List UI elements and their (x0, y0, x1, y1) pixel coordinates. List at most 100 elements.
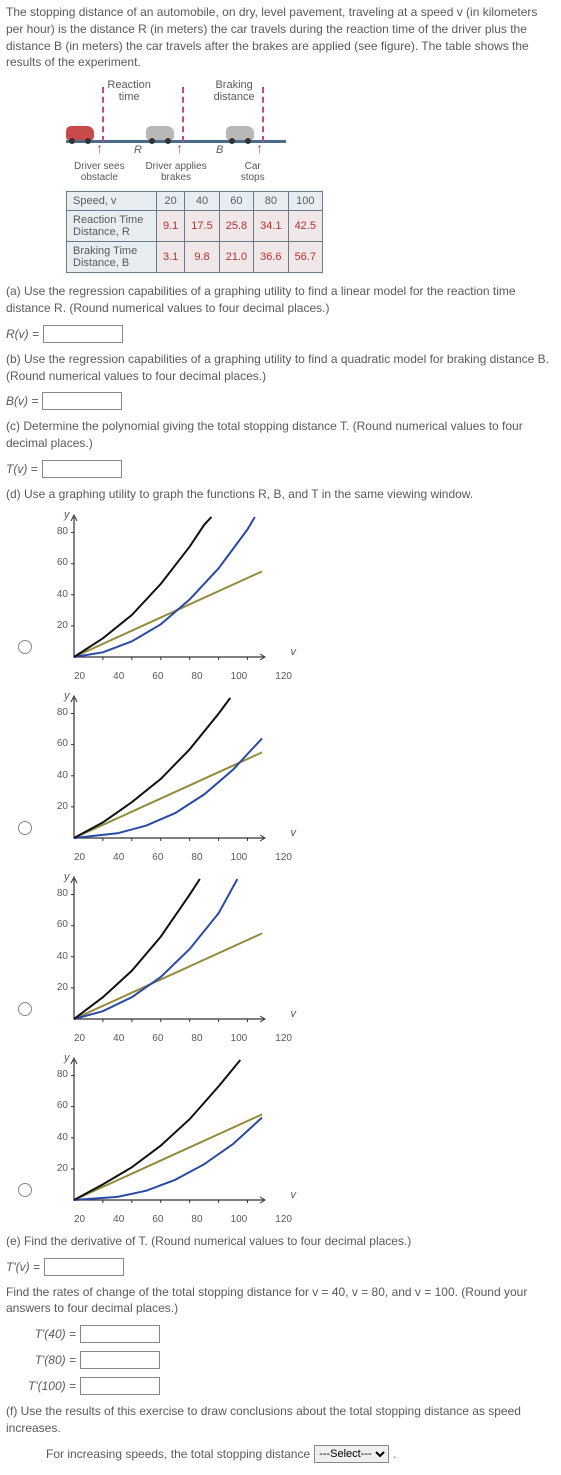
graph-option-2: yv2040608020406080100120 (46, 692, 296, 863)
x-axis-label: v (291, 646, 297, 658)
part-f-select[interactable]: ---Select--- (314, 1445, 389, 1463)
part-f-sentence-post: . (393, 1447, 396, 1461)
plot-svg (46, 692, 266, 852)
part-c-input[interactable] (42, 460, 122, 478)
xtick-label: 60 (152, 1033, 163, 1044)
car-icon (146, 126, 174, 140)
graph-radio-2[interactable] (18, 821, 32, 835)
rates-text: Find the rates of change of the total st… (6, 1284, 555, 1318)
row-header-speed: Speed, v (67, 192, 157, 211)
xtick-label: 120 (275, 852, 292, 863)
xtick-label: 60 (152, 671, 163, 682)
ytick-label: 40 (50, 589, 68, 600)
plot-svg (46, 511, 266, 671)
xtick-label: 100 (231, 852, 248, 863)
xtick-label: 100 (231, 1214, 248, 1225)
xtick-label: 120 (275, 671, 292, 682)
ytick-label: 80 (50, 707, 68, 718)
plot-svg (46, 1054, 266, 1214)
xtick-row: 20 40 60 80 100 120 (74, 1033, 292, 1044)
y-axis-label: y (64, 871, 70, 883)
xtick-label: 40 (113, 671, 124, 682)
ytick-label: 20 (50, 1163, 68, 1174)
data-table: Speed, v 20406080100 Reaction Time Dista… (66, 191, 323, 273)
part-a-lhs: R(v) = (6, 327, 39, 341)
up-arrow-icon: ↑ (96, 140, 103, 156)
graph-radio-4[interactable] (18, 1183, 32, 1197)
part-f-text: (f) Use the results of this exercise to … (6, 1403, 555, 1437)
table-row: Reaction Time Distance, R 9.117.525.834.… (67, 211, 323, 242)
part-d-text: (d) Use a graphing utility to graph the … (6, 486, 555, 503)
up-arrow-icon: ↑ (176, 140, 183, 156)
part-b-lhs: B(v) = (6, 394, 38, 408)
xtick-label: 80 (191, 852, 202, 863)
ytick-label: 60 (50, 1100, 68, 1111)
xtick-label: 20 (74, 671, 85, 682)
graph-radio-3[interactable] (18, 1002, 32, 1016)
graph-grid: y v 20 40 60 80 20 40 60 80 100 120 y v 20 40 60 80 20 40 60… (46, 511, 555, 1225)
ytick-label: 60 (50, 919, 68, 930)
part-b-input[interactable] (42, 392, 122, 410)
ytick-label: 40 (50, 770, 68, 781)
part-c-text: (c) Determine the polynomial giving the … (6, 418, 555, 452)
ytick-label: 60 (50, 557, 68, 568)
ytick-label: 40 (50, 1132, 68, 1143)
rate-40-input[interactable] (80, 1325, 160, 1343)
rate-40-lhs: T'(40) = (16, 1327, 76, 1341)
xtick-row: 20406080100120 (74, 852, 292, 863)
car-icon (66, 126, 94, 140)
xtick-row: 20406080100120 (74, 1214, 292, 1225)
diagram-caption-1: Driver sees obstacle (66, 161, 133, 183)
diagram-top-right: Braking distance (214, 79, 255, 103)
ytick-label: 60 (50, 738, 68, 749)
ytick-label: 40 (50, 951, 68, 962)
y-axis-label: y (64, 509, 70, 521)
xtick-label: 40 (113, 1033, 124, 1044)
diagram-r-label: R (134, 144, 142, 156)
xtick-label: 40 (113, 852, 124, 863)
xtick-label: 20 (74, 1033, 85, 1044)
diagram-top-left: Reaction time (107, 79, 150, 103)
rate-100-lhs: T'(100) = (16, 1379, 76, 1393)
xtick-label: 100 (231, 1033, 248, 1044)
x-axis-label: v (291, 1008, 297, 1020)
diagram-caption-2: Driver applies brakes (143, 161, 210, 183)
plot-svg (46, 873, 266, 1033)
rate-80-input[interactable] (80, 1351, 160, 1369)
ytick-label: 20 (50, 982, 68, 993)
ytick-label: 80 (50, 1069, 68, 1080)
graph-option-1: yv2040608020406080100120 (46, 511, 296, 682)
xtick-label: 20 (74, 1214, 85, 1225)
table-row: Speed, v 20406080100 (67, 192, 323, 211)
xtick-label: 60 (152, 1214, 163, 1225)
y-axis-label: y (64, 690, 70, 702)
part-a-input[interactable] (43, 325, 123, 343)
xtick-row: 20406080100120 (74, 671, 292, 682)
xtick-label: 20 (74, 852, 85, 863)
rate-100-input[interactable] (80, 1377, 160, 1395)
xtick-label: 40 (113, 1214, 124, 1225)
part-e-text: (e) Find the derivative of T. (Round num… (6, 1233, 555, 1250)
ytick-label: 20 (50, 801, 68, 812)
row-header-braking: Braking Time Distance, B (67, 242, 157, 273)
part-a-text: (a) Use the regression capabilities of a… (6, 283, 555, 317)
part-c-lhs: T(v) = (6, 462, 38, 476)
graph-radio-1[interactable] (18, 640, 32, 654)
part-e-lhs: T'(v) = (6, 1260, 40, 1274)
xtick-label: 100 (231, 671, 248, 682)
graph-option-4: yv2040608020406080100120 (46, 1054, 296, 1225)
xtick-label: 80 (191, 1033, 202, 1044)
x-axis-label: v (291, 1189, 297, 1201)
x-axis-label: v (291, 827, 297, 839)
diagram-b-label: B (216, 144, 223, 156)
graph-option-3: y v 20 40 60 80 20 40 60 80 100 120 (46, 873, 296, 1044)
ytick-label: 80 (50, 526, 68, 537)
row-header-reaction: Reaction Time Distance, R (67, 211, 157, 242)
part-e-input[interactable] (44, 1258, 124, 1276)
ytick-label: 80 (50, 888, 68, 899)
xtick-label: 120 (275, 1033, 292, 1044)
rate-80-lhs: T'(80) = (16, 1353, 76, 1367)
diagram: Reaction time Braking distance ↑ ↑ ↑ R B… (66, 79, 286, 183)
intro-text: The stopping distance of an automobile, … (6, 4, 555, 71)
up-arrow-icon: ↑ (256, 140, 263, 156)
